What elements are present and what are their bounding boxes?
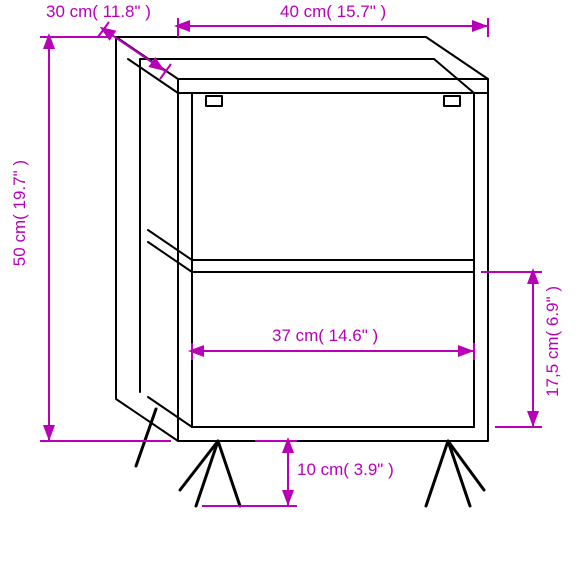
dim-depth-label: 30 cm( 11.8" )	[46, 2, 151, 22]
cabinet-drawing	[0, 0, 584, 584]
dim-width-label: 40 cm( 15.7" )	[280, 2, 386, 22]
dim-leg-height-label: 10 cm( 3.9" )	[297, 460, 394, 480]
dim-shelf-gap-label: 17,5 cm( 6.9" )	[543, 286, 563, 397]
dim-height-label: 50 cm( 19.7" )	[10, 160, 30, 266]
diagram-canvas: 30 cm( 11.8" ) 40 cm( 15.7" ) 50 cm( 19.…	[0, 0, 584, 584]
dim-inner-width-label: 37 cm( 14.6" )	[272, 326, 378, 346]
